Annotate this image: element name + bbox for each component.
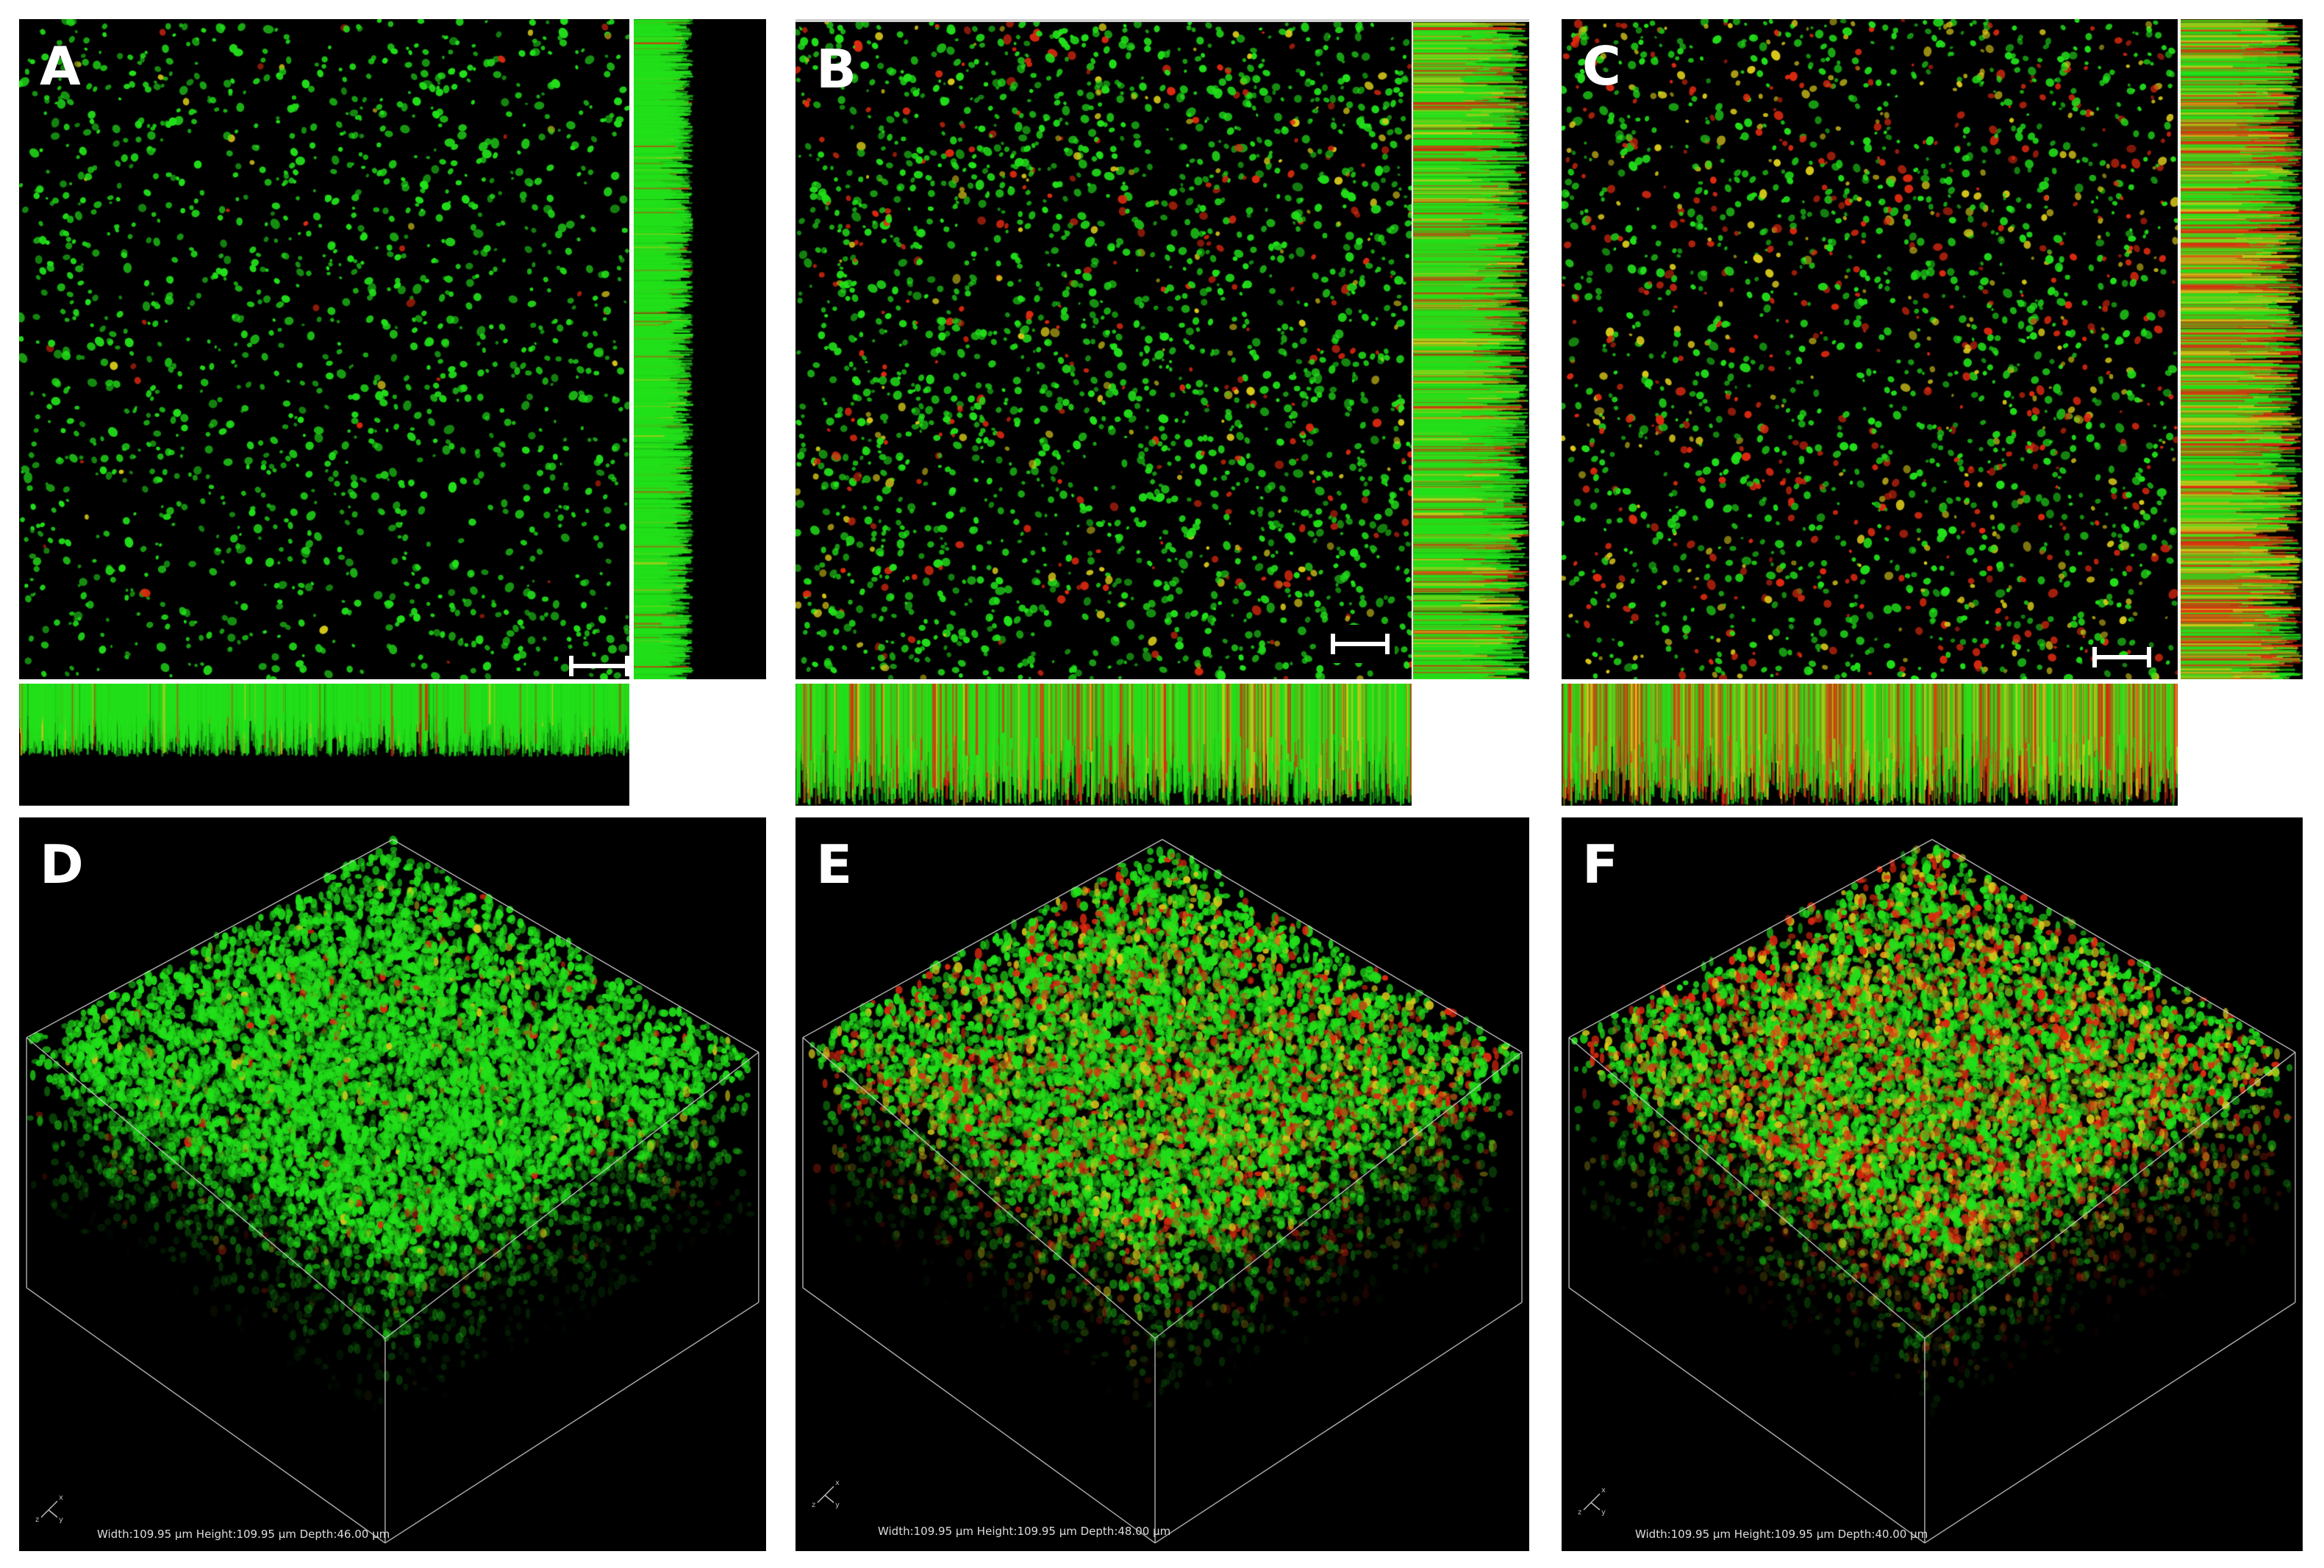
panel-a-xz-image (19, 684, 629, 806)
panel-d-bounding-box (26, 839, 759, 1544)
panel-f-axis-icon: x y z (1578, 1486, 1606, 1516)
panel-b-label: B (816, 38, 857, 100)
panel-b-yz-image (1413, 22, 1529, 679)
svg-text:x: x (835, 1479, 840, 1487)
panel-e-bounding-box (802, 839, 1523, 1544)
svg-text:y: y (1601, 1508, 1606, 1516)
panel-d-volume-image (19, 817, 766, 1551)
panel-f-label: F (1582, 834, 1619, 895)
panel-c-xy-image (1562, 19, 2178, 679)
panel-c-xz-view (1562, 684, 2178, 806)
panel-a-scale-bar (569, 656, 629, 676)
panel-a-label: A (40, 35, 81, 97)
svg-text:z: z (35, 1516, 39, 1523)
panel-d-3d-view: D x y z Width:109.95 µm Height:109.95 µm D… (19, 817, 766, 1551)
panel-e-dimensions-text: Width:109.95 µm Height:109.95 µm Depth:4… (878, 1525, 1171, 1538)
panel-c-yz-image (2181, 19, 2303, 679)
panel-f-bounding-box (1568, 839, 2296, 1544)
panel-f-3d-view: F x y z Width:109.95 µm Height:109.95 µm D… (1562, 817, 2303, 1551)
panel-c-xz-image (1562, 684, 2178, 806)
panel-a-xy-image (19, 19, 629, 679)
svg-text:x: x (1601, 1486, 1606, 1494)
panel-e-label: E (816, 834, 853, 895)
panel-c-scale-bar (2092, 647, 2151, 667)
panel-b-yz-view (1413, 22, 1529, 679)
panel-c-yz-view (2181, 19, 2303, 679)
panel-a-yz-view (634, 19, 766, 679)
panel-e-axis-icon: x y z (812, 1479, 840, 1508)
panel-a-yz-image (634, 19, 766, 679)
panel-b-xz-image (795, 684, 1412, 806)
panel-b-xy-view: B (795, 22, 1412, 679)
panel-a-xz-view (19, 684, 629, 806)
panel-e-3d-view: E x y z Width:109.95 µm Height:109.95 µm D… (795, 817, 1529, 1551)
svg-text:z: z (812, 1501, 815, 1508)
panel-c-label: C (1582, 35, 1621, 97)
panel-e-volume-image (795, 817, 1529, 1551)
panel-d-axis-icon: x y z (35, 1494, 63, 1523)
panel-c-xy-view: C (1562, 19, 2178, 679)
panel-f-dimensions-text: Width:109.95 µm Height:109.95 µm Depth:4… (1635, 1528, 1928, 1541)
svg-text:y: y (835, 1501, 840, 1508)
panel-d-label: D (40, 834, 84, 895)
panel-b-scale-bar (1331, 634, 1390, 654)
svg-text:x: x (59, 1494, 63, 1502)
panel-f-volume-image (1562, 817, 2303, 1551)
panel-b-xy-image (795, 22, 1412, 679)
panel-a-xy-view: A (19, 19, 629, 679)
panel-b-xz-view (795, 684, 1412, 806)
svg-text:z: z (1578, 1508, 1581, 1516)
panel-b-top-border (795, 19, 1529, 22)
panel-d-dimensions-text: Width:109.95 µm Height:109.95 µm Depth:4… (97, 1528, 390, 1541)
svg-text:y: y (59, 1516, 63, 1523)
